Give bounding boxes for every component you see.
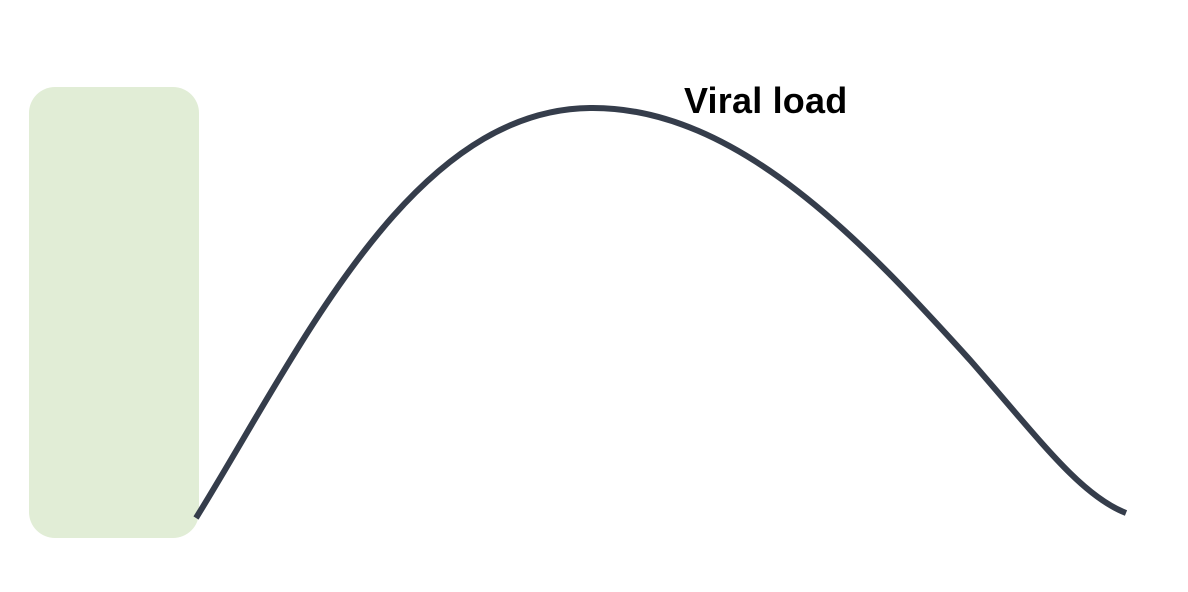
shaded-period-box [29,87,199,538]
viral-load-curve [193,104,1128,520]
curve-label: Viral load [684,80,848,121]
